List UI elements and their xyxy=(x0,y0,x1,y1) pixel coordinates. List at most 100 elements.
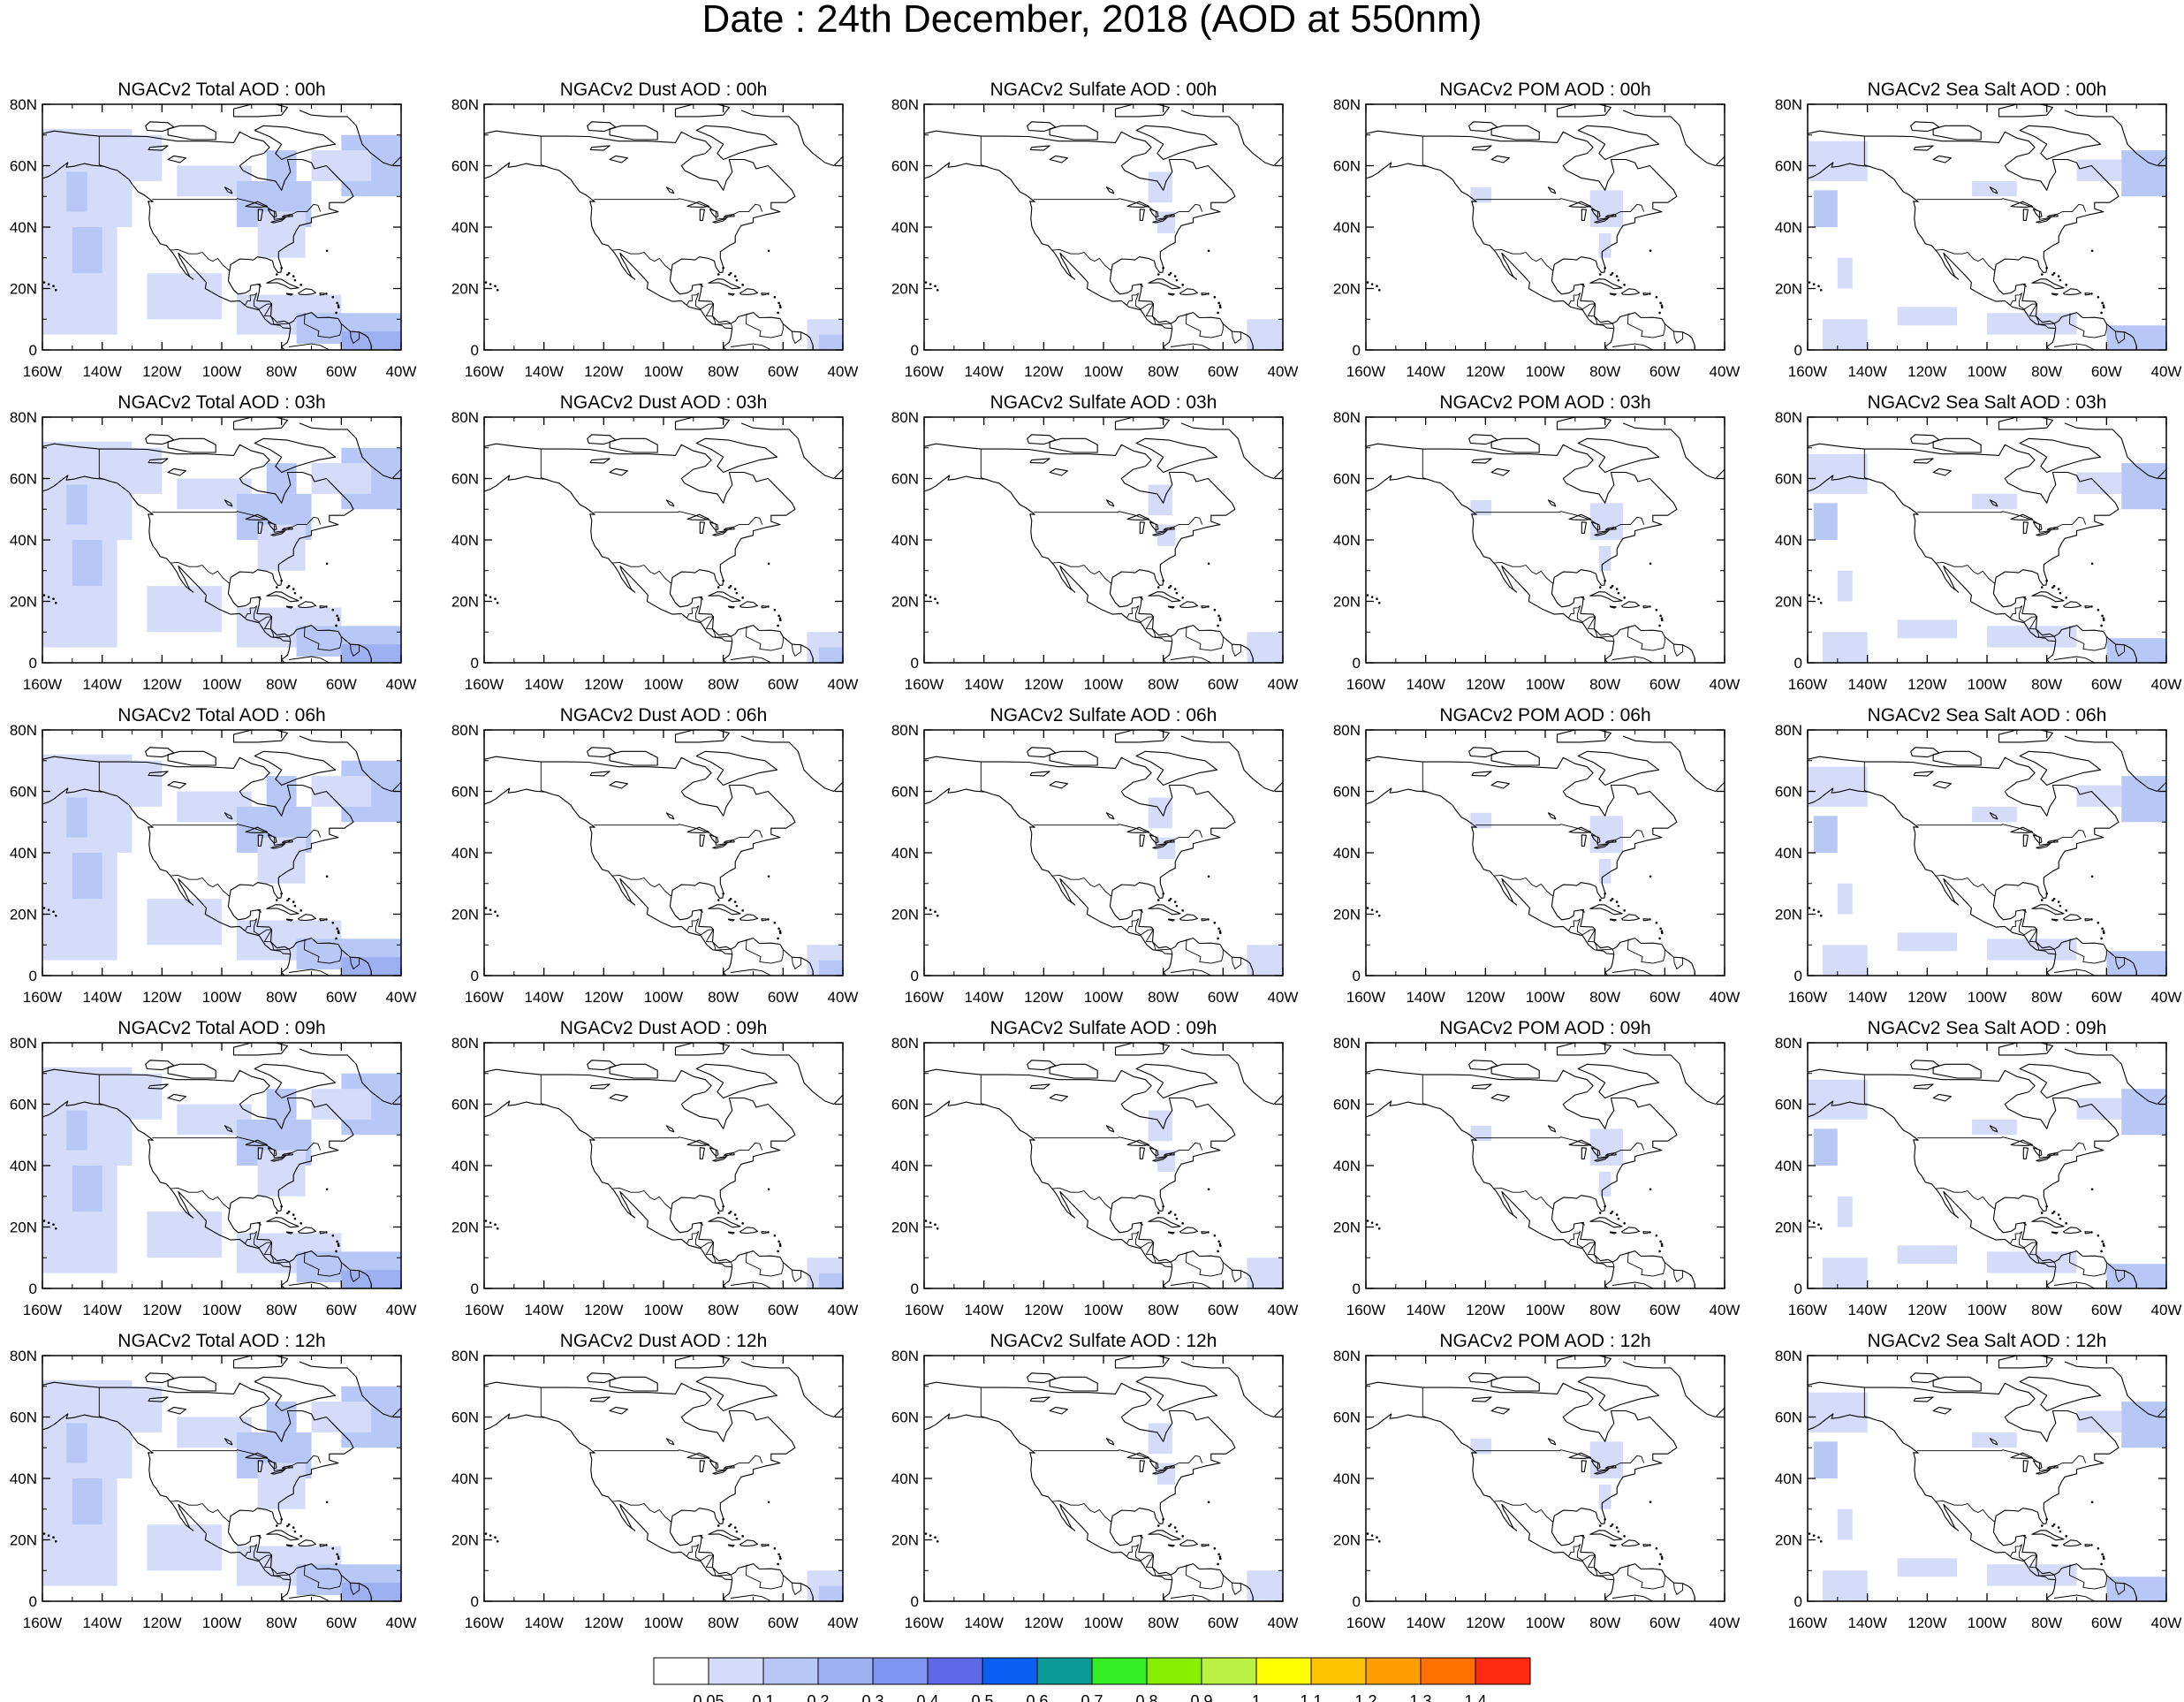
aod-shade-region xyxy=(1156,211,1176,233)
island-dot xyxy=(2045,1517,2048,1521)
island-dot xyxy=(1649,1188,1652,1191)
coastline-path xyxy=(1581,283,1586,287)
coastline-path xyxy=(298,288,317,295)
lat-tick-label: 80N xyxy=(1775,409,1802,426)
lat-tick-label: 40N xyxy=(891,532,919,549)
coastline-path xyxy=(1135,750,1218,786)
island-dot xyxy=(1819,914,1823,917)
lon-tick-label: 60W xyxy=(768,1615,799,1631)
coastline-path xyxy=(665,186,675,194)
coastline-path xyxy=(484,756,814,976)
map-panel: 160W 140W 120W 100W 80W 60W 40W020N40N60N80NNG… xyxy=(891,1331,1299,1631)
island-dot xyxy=(1649,293,1651,295)
coastline-path xyxy=(1126,605,1173,642)
coastline-path xyxy=(1148,278,1181,290)
coastline-path xyxy=(1621,601,1641,609)
aod-shade-region xyxy=(818,1273,843,1288)
island-dot xyxy=(2065,284,2067,286)
coastline-path xyxy=(1139,521,1145,534)
island-dot xyxy=(1615,588,1619,590)
lat-tick-label: 80N xyxy=(451,96,479,113)
coastline-path xyxy=(1577,125,1660,161)
coastline-path xyxy=(1581,1534,1586,1539)
coastline-path xyxy=(1179,1227,1199,1235)
lat-tick-label: 40N xyxy=(891,1158,919,1174)
island-dot xyxy=(286,273,289,277)
coastline-path xyxy=(665,1438,675,1446)
island-dot xyxy=(778,1557,782,1560)
lon-tick-label: 120W xyxy=(142,363,181,380)
island-dot xyxy=(2065,1535,2067,1538)
aod-shade-region xyxy=(1247,1258,1283,1288)
island-dot xyxy=(1175,278,1179,282)
island-dot xyxy=(1604,892,1606,895)
coastline-path xyxy=(224,812,233,820)
lon-tick-label: 160W xyxy=(1788,363,1827,380)
island-dot xyxy=(287,584,291,588)
panel-title: NGACv2 Sulfate AOD : 03h xyxy=(990,392,1217,413)
coastline-path xyxy=(1475,1136,1645,1159)
lat-tick-label: 0 xyxy=(471,655,479,672)
coastline-path xyxy=(1612,1594,1654,1601)
island-dot xyxy=(2057,1213,2060,1216)
island-dot xyxy=(733,275,737,277)
lon-tick-label: 120W xyxy=(1907,363,1946,380)
coastline-path xyxy=(42,443,372,663)
aod-shade-region xyxy=(341,1270,401,1288)
aod-shade-region xyxy=(1837,883,1853,915)
coastlines xyxy=(1808,1356,2166,1601)
lat-tick-label: 80N xyxy=(891,409,919,426)
coastline-path xyxy=(1232,331,1242,344)
coastline-path xyxy=(609,1093,628,1102)
lat-tick-label: 20N xyxy=(10,594,37,611)
coastline-path xyxy=(1494,874,1553,897)
coastline-path xyxy=(171,874,230,897)
coastline-path xyxy=(145,434,175,445)
coastlines xyxy=(1366,417,1725,663)
lon-tick-label: 40W xyxy=(1710,1615,1740,1631)
coastline-path xyxy=(740,735,843,793)
coastlines xyxy=(484,1043,843,1288)
lat-tick-label: 80N xyxy=(10,96,37,113)
lat-tick-label: 40N xyxy=(891,219,919,236)
island-dot xyxy=(1819,288,1823,292)
coastline-path xyxy=(740,110,843,167)
lat-tick-label: 0 xyxy=(29,1593,37,1610)
coastline-path xyxy=(1171,1281,1212,1288)
colorbar-box xyxy=(1036,1657,1093,1685)
coastline-path xyxy=(1577,1063,1660,1099)
island-dot xyxy=(2090,562,2094,566)
lat-tick-label: 20N xyxy=(1775,1532,1802,1549)
aod-shade-region xyxy=(1813,503,1838,540)
island-dot xyxy=(1610,1524,1612,1528)
island-dot xyxy=(767,249,770,253)
island-dot xyxy=(1207,1231,1210,1234)
island-dot xyxy=(484,907,488,909)
coastline-path xyxy=(145,1060,175,1071)
aod-shade-region xyxy=(1972,806,2017,823)
aod-shading xyxy=(1470,186,1623,258)
island-dot xyxy=(42,594,46,596)
coastline-path xyxy=(1642,293,1649,296)
coastline-path xyxy=(980,136,986,167)
coastline-path xyxy=(699,1147,705,1159)
coastline-path xyxy=(2063,1539,2082,1547)
lon-tick-label: 160W xyxy=(465,363,504,380)
coastline-path xyxy=(1627,1564,1665,1590)
coastline-path xyxy=(1152,843,1167,849)
coastlines xyxy=(1366,1356,1725,1601)
map-panel: 160W 140W 120W 100W 80W 60W 40W020N40N60N80NNG… xyxy=(451,392,859,693)
island-dot xyxy=(1366,281,1369,284)
island-dot xyxy=(292,588,295,590)
coastline-path xyxy=(1105,812,1115,820)
island-dot xyxy=(2100,1562,2103,1566)
lon-tick-label: 120W xyxy=(142,989,181,1006)
coastline-path xyxy=(1568,918,1615,954)
island-dot xyxy=(777,624,779,627)
coastline-path xyxy=(2063,1227,2082,1235)
coastline-path xyxy=(686,293,733,329)
lon-tick-label: 40W xyxy=(828,1302,859,1318)
aod-shade-region xyxy=(1148,1423,1172,1455)
lat-tick-label: 0 xyxy=(29,342,37,359)
island-dot xyxy=(2090,1231,2093,1234)
